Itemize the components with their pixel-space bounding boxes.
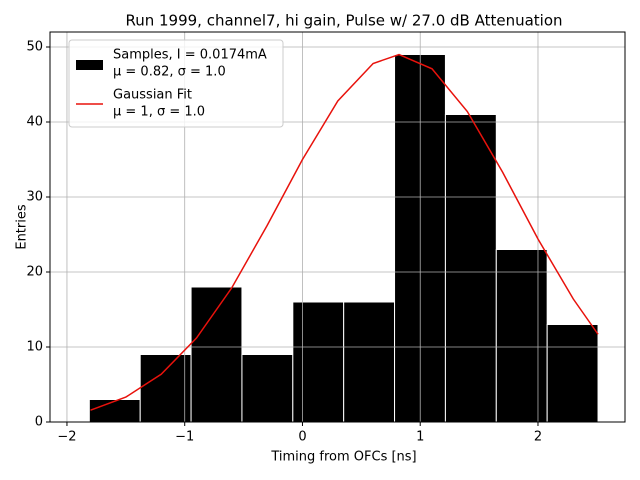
y-tick-label: 0: [35, 415, 43, 430]
x-tick-label: 2: [534, 430, 542, 445]
histogram-bar: [546, 324, 599, 423]
legend-label: Gaussian Fit: [113, 88, 192, 103]
x-axis-label: Timing from OFCs [ns]: [270, 450, 416, 465]
histogram-bar: [190, 286, 243, 423]
x-tick-label: 0: [298, 430, 306, 445]
histogram-bar: [139, 354, 192, 423]
legend-stats: μ = 1, σ = 1.0: [113, 105, 205, 120]
legend-swatch: [76, 60, 103, 70]
y-tick-label: 30: [26, 190, 43, 205]
plot-frame: [49, 31, 626, 423]
x-tick-label: 1: [416, 430, 424, 445]
y-tick-label: 10: [26, 340, 43, 355]
x-tick-label: −1: [175, 430, 194, 445]
y-tick-label: 40: [26, 115, 43, 130]
histogram-bar: [495, 249, 548, 423]
y-tick-label: 20: [26, 265, 43, 280]
legend-box: [68, 39, 284, 128]
histogram-bar: [444, 114, 497, 423]
histogram-bar: [292, 301, 345, 423]
y-tick-label: 50: [26, 40, 43, 55]
histogram-bar: [343, 301, 396, 423]
histogram-bar: [88, 399, 141, 423]
x-tick-label: −2: [57, 430, 76, 445]
y-axis-label: Entries: [15, 204, 30, 250]
fit-line: [90, 53, 599, 411]
chart-title: Run 1999, channel7, hi gain, Pulse w/ 27…: [125, 12, 562, 30]
legend-label: Samples, I = 0.0174mA: [113, 48, 267, 63]
histogram-bar: [241, 354, 294, 423]
legend-stats: μ = 0.82, σ = 1.0: [113, 65, 226, 80]
